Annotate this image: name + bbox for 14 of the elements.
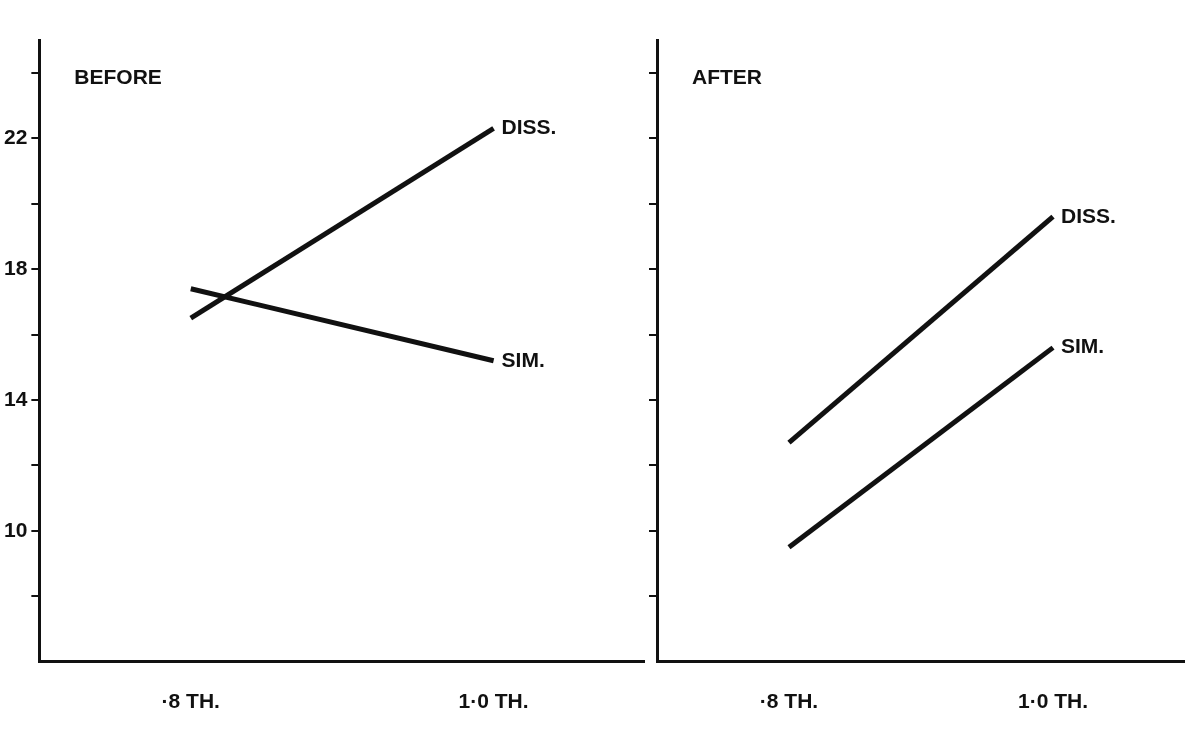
x-tick-label: 1·0 TH. (1017, 689, 1089, 713)
x-tick-label: 1·0 TH. (458, 689, 529, 713)
y-tick-label: 18 (4, 255, 28, 279)
x-tick-label: ·8 TH. (161, 689, 220, 713)
y-tick-label: 14 (4, 386, 28, 410)
series-label: SIM. (501, 347, 545, 371)
text: BEFORE (74, 65, 162, 89)
series-label: SIM. (1061, 334, 1105, 358)
x-tick-label: ·8 TH. (759, 689, 819, 713)
y-tick-label: 22 (4, 124, 28, 148)
series-label: DISS. (501, 115, 557, 139)
text: AFTER (692, 65, 762, 89)
series-label: DISS. (1061, 203, 1116, 227)
y-tick-label: 10 (4, 517, 28, 541)
